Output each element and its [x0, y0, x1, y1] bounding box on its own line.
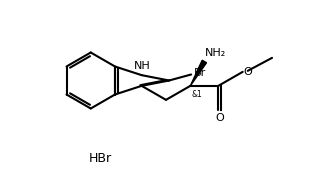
- Text: NH₂: NH₂: [205, 49, 226, 59]
- Text: Br: Br: [194, 68, 206, 77]
- Text: O: O: [244, 67, 252, 77]
- Polygon shape: [190, 60, 206, 86]
- Text: NH: NH: [134, 61, 151, 71]
- Text: O: O: [215, 113, 224, 123]
- Text: &1: &1: [191, 90, 202, 99]
- Text: HBr: HBr: [88, 153, 112, 165]
